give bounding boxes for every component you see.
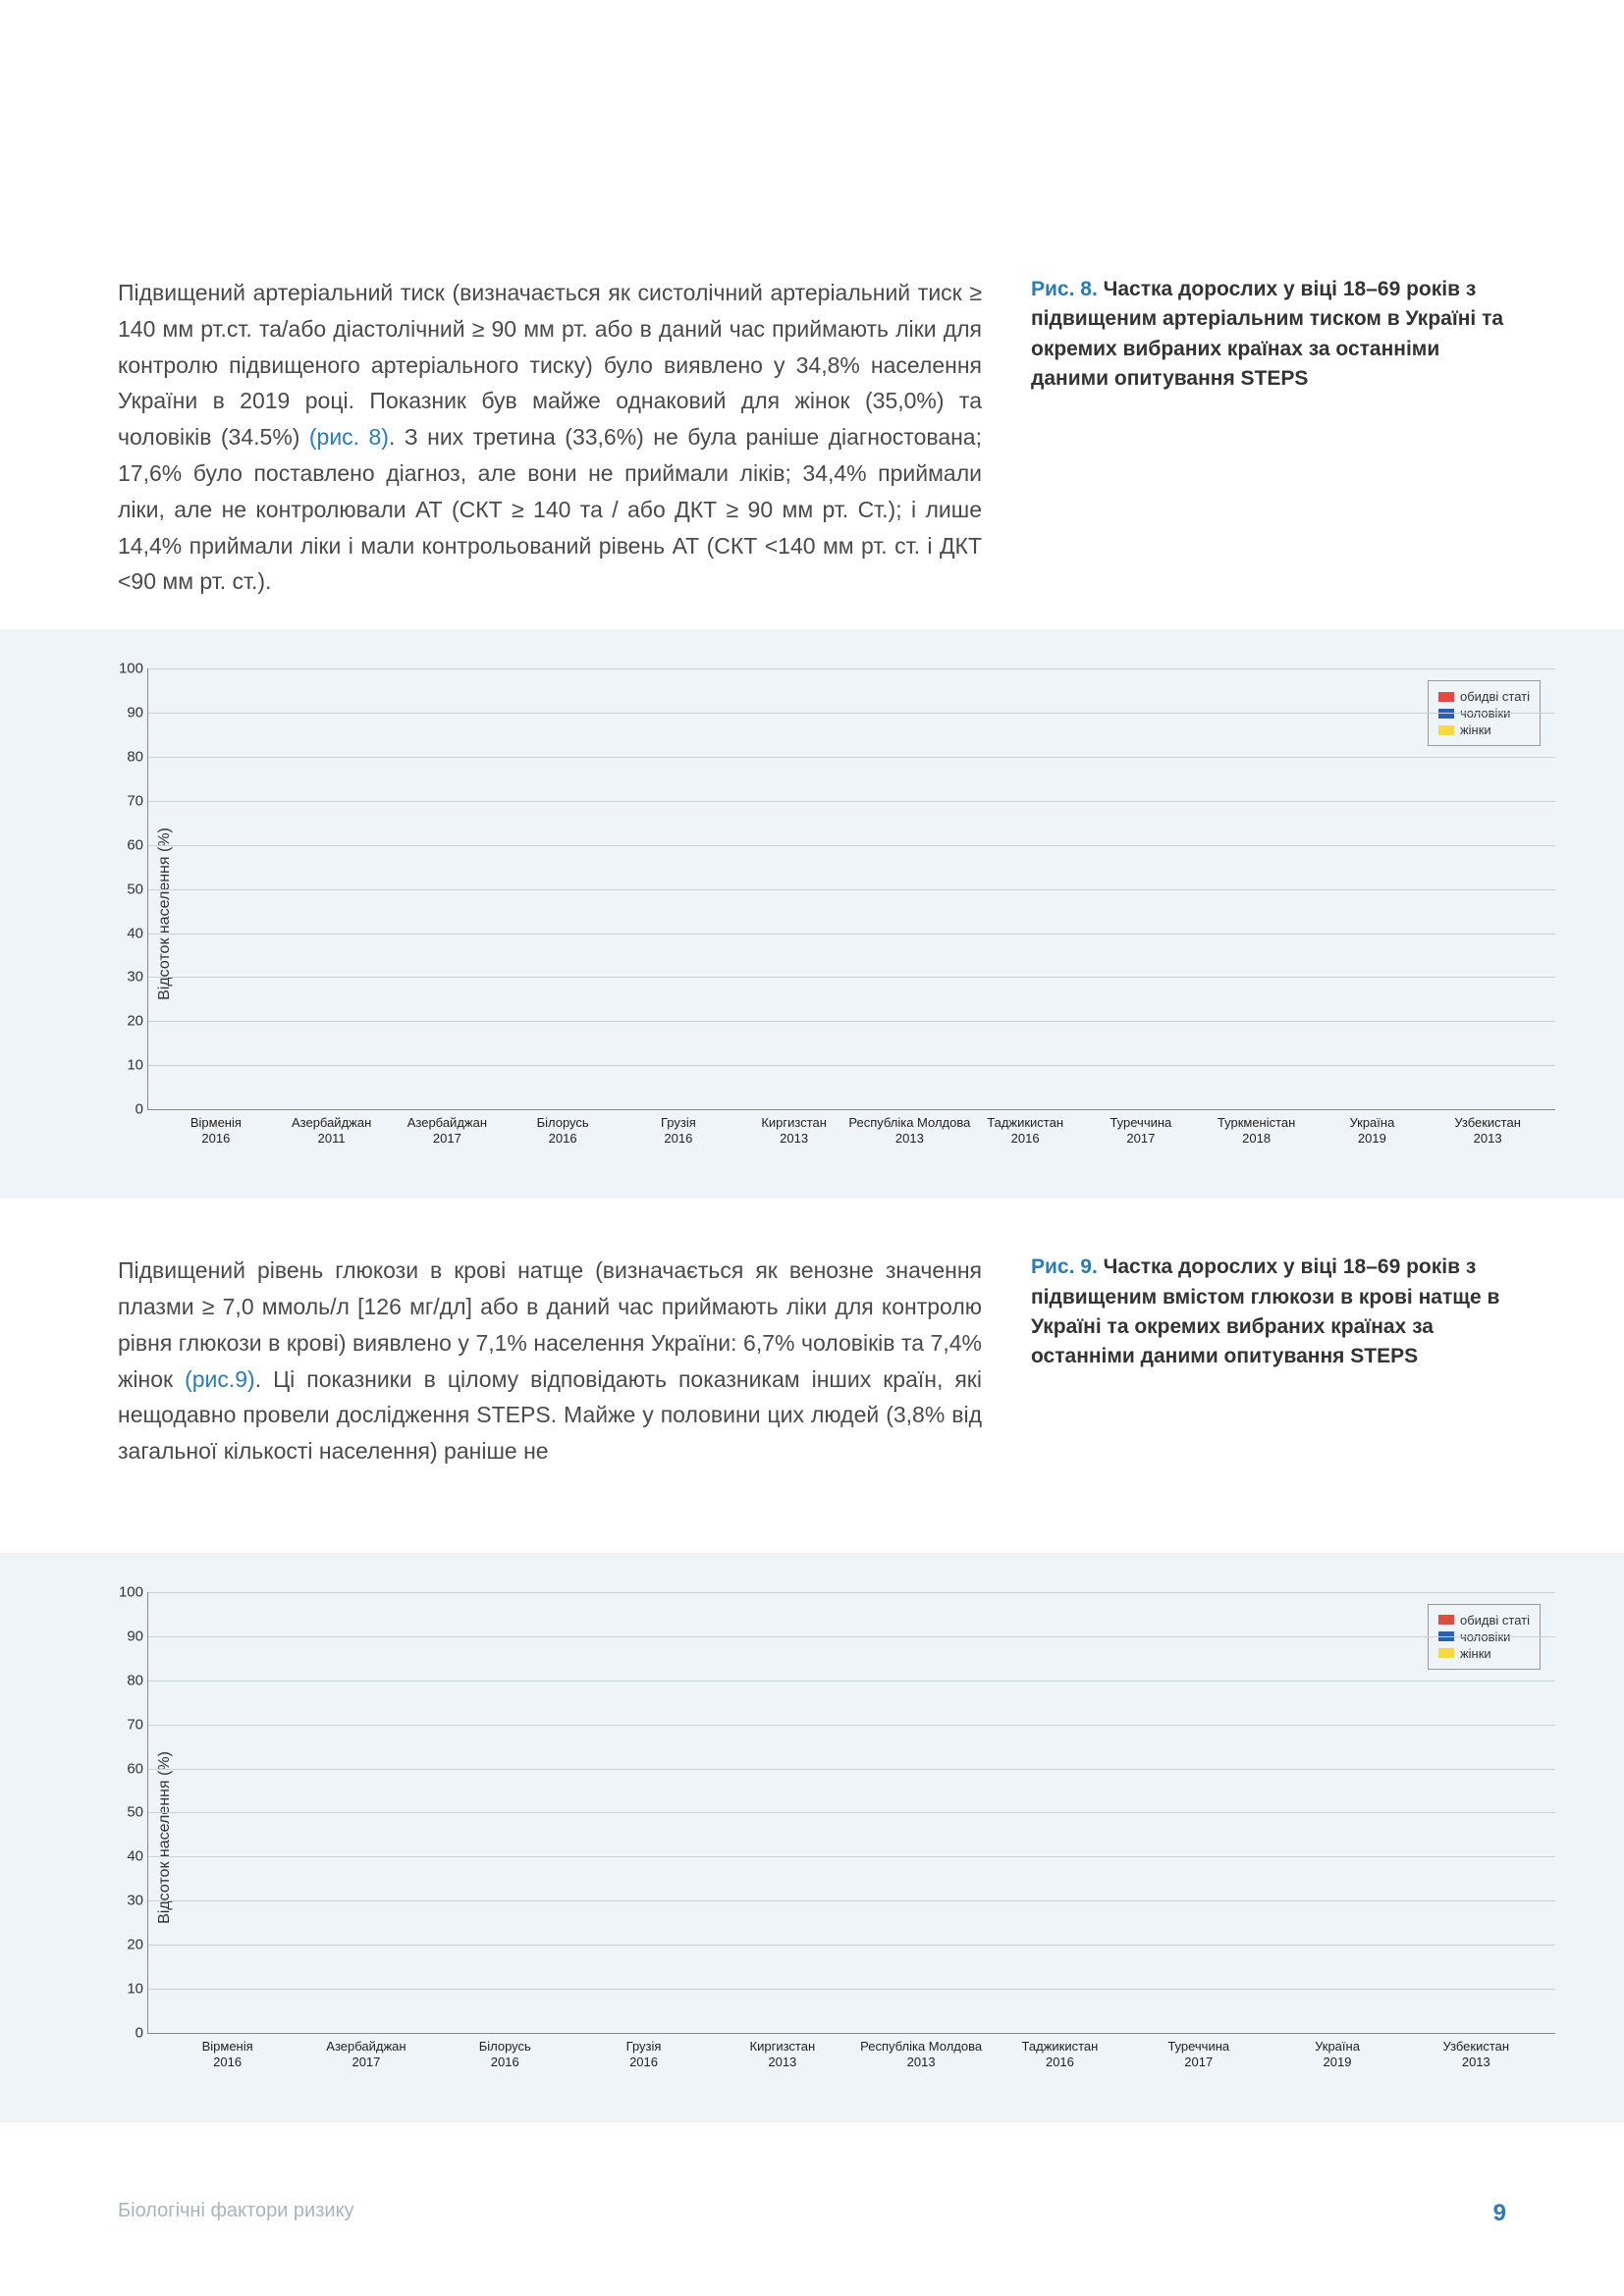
y-tick-label: 50	[109, 1804, 143, 1821]
paragraph-1: Підвищений артеріальний тиск (визначаєть…	[118, 275, 982, 600]
x-category-label: Узбекистан2013	[1443, 2039, 1510, 2069]
paragraph-row-2: Підвищений рівень глюкози в крові натще …	[118, 1253, 1506, 1469]
chart-9: Відсоток населення (%) обидві статі чоло…	[59, 1582, 1565, 2093]
y-tick-label: 80	[109, 748, 143, 765]
y-tick-label: 100	[109, 661, 143, 677]
chart-9-container: Відсоток населення (%) обидві статі чоло…	[0, 1553, 1624, 2122]
grid-line	[148, 801, 1555, 802]
x-category-label: Таджикистан2016	[1022, 2039, 1099, 2069]
y-tick-label: 20	[109, 1937, 143, 1953]
x-category-label: Киргизстан2013	[761, 1115, 827, 1146]
grid-line	[148, 1681, 1555, 1682]
x-category-label: Азербайджан2017	[326, 2039, 406, 2069]
x-category-label: Україна2019	[1315, 2039, 1360, 2069]
x-category-label: Україна2019	[1349, 1115, 1394, 1146]
fig8-label: Рис. 8.	[1031, 278, 1098, 300]
x-category-label: Вірменія2016	[190, 1115, 242, 1146]
fig8-caption-text: Частка дорослих у віці 18–69 років з під…	[1031, 278, 1503, 390]
y-tick-label: 70	[109, 1716, 143, 1733]
y-tick-label: 30	[109, 1893, 143, 1909]
chart-8-container: Відсоток населення (%) обидві статі чоло…	[0, 629, 1624, 1199]
chart-8: Відсоток населення (%) обидві статі чоло…	[59, 659, 1565, 1169]
grid-line	[148, 977, 1555, 978]
grid-line	[148, 1636, 1555, 1637]
y-tick-label: 100	[109, 1583, 143, 1600]
y-tick-label: 90	[109, 1628, 143, 1644]
para1-ref: (рис. 8)	[309, 424, 389, 450]
grid-line	[148, 1769, 1555, 1770]
grid-line	[148, 1945, 1555, 1946]
chart8-plot-area: обидві статі чоловіки жінки Вірменія2016…	[147, 668, 1555, 1110]
grid-line	[148, 668, 1555, 669]
x-category-label: Республіка Молдова2013	[860, 2039, 982, 2069]
y-tick-label: 40	[109, 925, 143, 941]
x-category-label: Білорусь2016	[537, 1115, 589, 1146]
grid-line	[148, 889, 1555, 890]
grid-line	[148, 1021, 1555, 1022]
grid-line	[148, 1989, 1555, 1990]
chart9-plot-area: обидві статі чоловіки жінки Вірменія2016…	[147, 1592, 1555, 2034]
page-footer: Біологічні фактори ризику 9	[118, 2200, 1506, 2227]
y-tick-label: 10	[109, 1981, 143, 1998]
y-tick-label: 40	[109, 1848, 143, 1865]
grid-line	[148, 845, 1555, 846]
paragraph-2: Підвищений рівень глюкози в крові натще …	[118, 1253, 982, 1469]
x-category-label: Грузія2016	[626, 2039, 662, 2069]
grid-line	[148, 1900, 1555, 1901]
grid-line	[148, 713, 1555, 714]
y-tick-label: 0	[109, 2024, 143, 2041]
grid-line	[148, 1856, 1555, 1857]
footer-section-title: Біологічні фактори ризику	[118, 2200, 354, 2227]
grid-line	[148, 1725, 1555, 1726]
fig9-label: Рис. 9.	[1031, 1255, 1098, 1278]
x-category-label: Туркменістан2018	[1218, 1115, 1295, 1146]
x-category-label: Туреччина2017	[1110, 1115, 1171, 1146]
y-tick-label: 0	[109, 1101, 143, 1118]
y-tick-label: 70	[109, 792, 143, 809]
y-tick-label: 80	[109, 1672, 143, 1688]
footer-page-number: 9	[1493, 2200, 1506, 2227]
x-category-label: Азербайджан2011	[292, 1115, 371, 1146]
grid-line	[148, 757, 1555, 758]
x-category-label: Таджикистан2016	[987, 1115, 1063, 1146]
figure-9-caption: Рис. 9. Частка дорослих у віці 18–69 рок…	[1031, 1253, 1506, 1469]
paragraph-row-1: Підвищений артеріальний тиск (визначаєть…	[118, 275, 1506, 600]
y-tick-label: 10	[109, 1057, 143, 1074]
y-tick-label: 30	[109, 969, 143, 986]
figure-8-caption: Рис. 8. Частка дорослих у віці 18–69 рок…	[1031, 275, 1506, 600]
x-category-label: Азербайджан2017	[407, 1115, 487, 1146]
grid-line	[148, 1812, 1555, 1813]
x-category-label: Грузія2016	[661, 1115, 696, 1146]
fig9-caption-text: Частка дорослих у віці 18–69 років з під…	[1031, 1255, 1499, 1367]
y-tick-label: 90	[109, 705, 143, 721]
x-category-label: Білорусь2016	[479, 2039, 531, 2069]
y-tick-label: 20	[109, 1013, 143, 1030]
grid-line	[148, 1592, 1555, 1593]
y-tick-label: 60	[109, 1760, 143, 1777]
x-category-label: Киргизстан2013	[750, 2039, 816, 2069]
y-tick-label: 50	[109, 881, 143, 897]
x-category-label: Республіка Молдова2013	[848, 1115, 970, 1146]
para2-ref: (рис.9)	[185, 1366, 255, 1392]
x-category-label: Вірменія2016	[202, 2039, 253, 2069]
x-category-label: Туреччина2017	[1167, 2039, 1229, 2069]
x-category-label: Узбекистан2013	[1454, 1115, 1521, 1146]
grid-line	[148, 1065, 1555, 1066]
y-tick-label: 60	[109, 836, 143, 853]
